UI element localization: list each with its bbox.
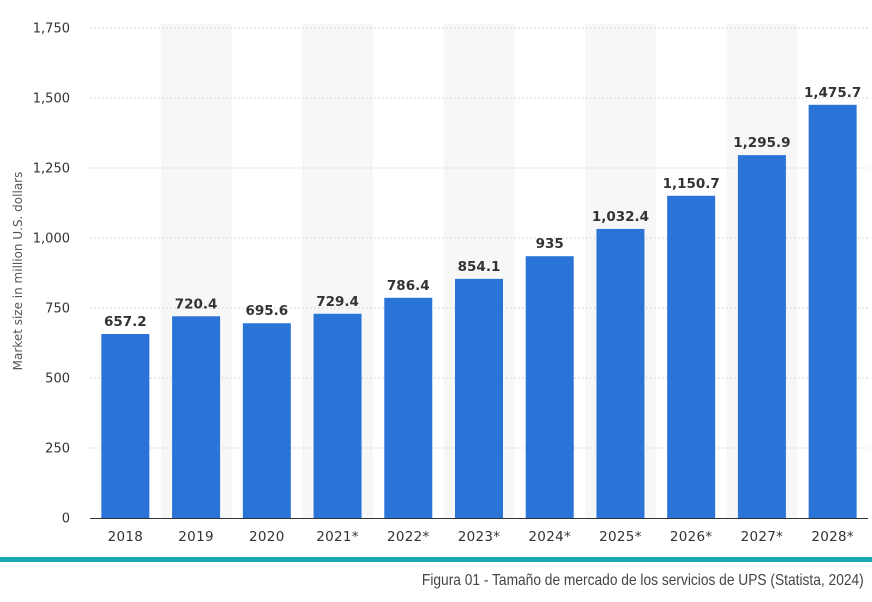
x-tick-label: 2020 [249, 529, 285, 545]
x-tick-label: 2023* [458, 529, 501, 545]
bar-value-label: 854.1 [458, 259, 501, 275]
x-tick-label: 2026* [670, 529, 713, 545]
bar [101, 333, 150, 518]
bar [313, 313, 362, 518]
bar-value-label: 935 [536, 236, 564, 252]
bar-value-label: 720.4 [175, 296, 218, 312]
x-tick-label: 2028* [811, 529, 854, 545]
bar-value-label: 1,475.7 [804, 85, 861, 101]
bar [384, 297, 433, 518]
bar-value-label: 695.6 [245, 303, 288, 319]
bar [172, 316, 221, 518]
bars [101, 104, 857, 519]
x-tick-label: 2022* [387, 529, 430, 545]
y-tick-label: 1,250 [33, 162, 70, 177]
bar-value-label: 1,295.9 [733, 135, 790, 151]
x-tick-label: 2025* [599, 529, 642, 545]
bar [737, 155, 786, 518]
value-labels: 657.2 720.4 695.6 729.4 786.4 854.1 935 1,032.4… [104, 85, 861, 330]
x-tick-label: 2021* [316, 529, 359, 545]
figure-caption: Figura 01 - Tamaño de mercado de los ser… [422, 572, 864, 589]
x-axis-ticks: 2018 2019 2020 2021* 2022* 2023* 2024* 2025* 202… [108, 529, 854, 545]
bar-value-label: 729.4 [316, 294, 359, 310]
caption-divider [0, 557, 872, 562]
bar [808, 104, 857, 518]
y-tick-label: 1,500 [33, 92, 70, 107]
bar [667, 195, 716, 518]
bar [596, 228, 645, 519]
bar-value-label: 657.2 [104, 314, 147, 330]
y-axis-ticks: 0 250 500 750 1,000 1,250 1,500 1,750 [33, 22, 70, 527]
y-tick-label: 250 [45, 442, 70, 457]
y-tick-label: 1,750 [33, 22, 70, 37]
x-tick-label: 2019 [178, 529, 214, 545]
bar-value-label: 1,032.4 [592, 209, 649, 225]
x-tick-label: 2018 [108, 529, 144, 545]
bar-chart: 0 250 500 750 1,000 1,250 1,500 1,750 657.2 720.… [11, 22, 868, 545]
bar [242, 323, 291, 518]
x-tick-label: 2027* [741, 529, 784, 545]
y-tick-label: 500 [45, 372, 70, 387]
bar-value-label: 786.4 [387, 278, 430, 294]
bar [525, 256, 574, 518]
bar [455, 278, 503, 518]
bar-value-label: 1,150.7 [663, 176, 720, 192]
x-tick-label: 2024* [528, 529, 571, 545]
y-tick-label: 750 [45, 302, 70, 317]
y-tick-label: 1,000 [33, 232, 70, 247]
y-tick-label: 0 [62, 512, 70, 527]
y-axis-title: Market size in million U.S. dollars [11, 172, 25, 371]
